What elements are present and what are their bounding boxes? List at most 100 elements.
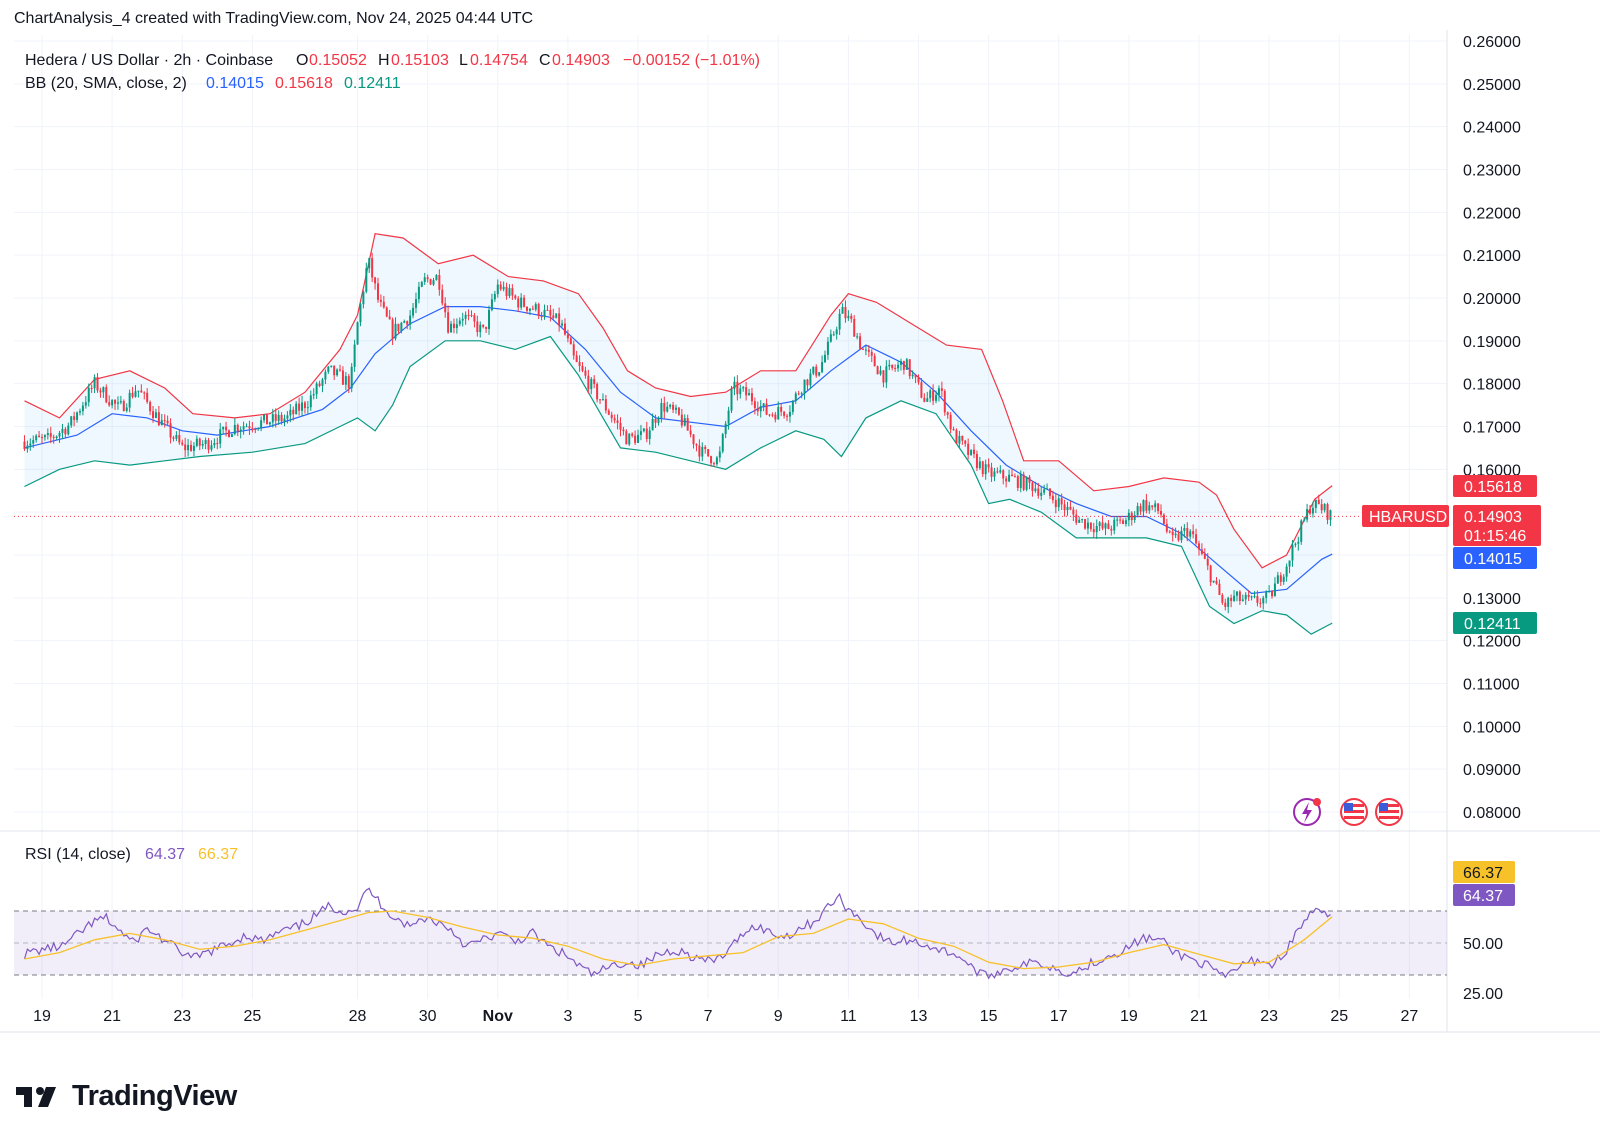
candle-body <box>58 432 61 437</box>
candle-body <box>368 258 371 269</box>
candle-body <box>1279 575 1282 582</box>
ohlc-high-value: 0.15103 <box>391 52 449 69</box>
candle-body <box>1314 499 1317 508</box>
candle-body <box>1303 519 1306 521</box>
candle-body <box>853 318 856 337</box>
candle-body <box>905 359 908 370</box>
candle-body <box>555 313 558 318</box>
candle-body <box>1262 597 1265 604</box>
candle-body <box>1028 476 1031 483</box>
candle-body <box>1051 495 1054 501</box>
price-axis-label: 0.09000 <box>1463 762 1521 779</box>
candle-body <box>897 364 900 369</box>
candle-body <box>359 304 362 323</box>
candle-body <box>812 366 815 374</box>
candle-body <box>140 390 143 393</box>
candle-body <box>660 403 663 419</box>
us-flag-event-icon-2[interactable] <box>1375 798 1403 826</box>
candle-body <box>166 420 169 424</box>
candle-body <box>692 434 695 445</box>
candle-body <box>1148 505 1151 511</box>
candle-body <box>1165 523 1168 532</box>
candle-body <box>1200 549 1203 554</box>
candle-body <box>438 275 441 290</box>
candle-body <box>847 315 850 319</box>
axes: 0.26000 0.25000 0.24000 0.23000 0.22000 0.210… <box>33 34 1521 1025</box>
candle-body <box>718 451 721 458</box>
candle-body <box>178 434 181 443</box>
candle-body <box>181 442 184 445</box>
time-axis-label: 23 <box>173 1008 191 1025</box>
ohlc-low-value: 0.14754 <box>470 52 528 69</box>
candle-body <box>376 283 379 300</box>
candle-body <box>1101 522 1104 529</box>
candle-body <box>251 428 254 430</box>
candle-body <box>1244 594 1247 600</box>
candle-body <box>1084 519 1087 529</box>
candle-body <box>1145 500 1148 511</box>
ticker-tag: HBARUSD <box>1362 505 1449 527</box>
candle-body <box>187 444 190 451</box>
candle-body <box>1247 594 1250 598</box>
candle-body <box>473 315 476 322</box>
candle-body <box>876 366 879 375</box>
candle-body <box>1306 509 1309 520</box>
candle-body <box>96 377 99 391</box>
candle-body <box>152 411 155 418</box>
candle-body <box>382 301 385 308</box>
symbol-title: Hedera / US Dollar · 2h · Coinbase <box>25 52 273 69</box>
candle-body <box>1151 505 1154 508</box>
candle-body <box>838 313 841 330</box>
rsi-ma-line <box>24 910 1333 970</box>
candle-body <box>879 370 882 375</box>
candle-body <box>143 392 146 394</box>
candle-body <box>450 323 453 333</box>
candle-body <box>303 402 306 409</box>
candle-body <box>46 433 49 436</box>
candle-body <box>315 383 318 395</box>
candle-body <box>569 338 572 345</box>
candle-body <box>806 379 809 386</box>
candle-body <box>809 373 812 386</box>
candle-body <box>435 275 438 281</box>
candle-body <box>648 430 651 439</box>
price-axis-label: 0.23000 <box>1463 163 1521 180</box>
candle-body <box>1104 523 1107 529</box>
candle-body <box>464 314 467 319</box>
bb-basis-tag: 0.14015 <box>1453 547 1537 569</box>
candle-body <box>93 377 96 389</box>
us-flag-event-icon[interactable] <box>1340 798 1368 826</box>
rsi-ma-value: 66.37 <box>198 846 238 863</box>
candle-body <box>1206 558 1209 566</box>
candle-body <box>391 319 394 339</box>
candle-body <box>192 445 195 451</box>
candle-body <box>578 361 581 367</box>
candle-body <box>783 411 786 416</box>
candle-body <box>952 429 955 431</box>
candle-body <box>201 444 204 446</box>
candle-body <box>190 444 193 451</box>
candle-body <box>899 360 902 365</box>
candle-body <box>81 405 84 412</box>
candle-body <box>195 438 198 446</box>
candle-body <box>482 324 485 327</box>
candle-body <box>70 416 73 426</box>
candle-body <box>277 414 280 421</box>
candle-body <box>353 344 356 367</box>
candle-body <box>742 387 745 389</box>
candle-body <box>859 336 862 349</box>
candle-body <box>283 418 286 422</box>
candle-body <box>295 403 298 415</box>
candle-body <box>146 392 149 402</box>
lightning-event-icon[interactable] <box>1293 798 1321 826</box>
candle-body <box>131 392 134 397</box>
candle-body <box>1174 533 1177 536</box>
candle-body <box>87 387 90 403</box>
candle-body <box>1095 525 1098 533</box>
candle-body <box>1002 470 1005 479</box>
candle-body <box>309 395 312 408</box>
candle-body <box>1060 498 1063 505</box>
time-axis-label: 27 <box>1400 1008 1418 1025</box>
candle-body <box>978 461 981 468</box>
